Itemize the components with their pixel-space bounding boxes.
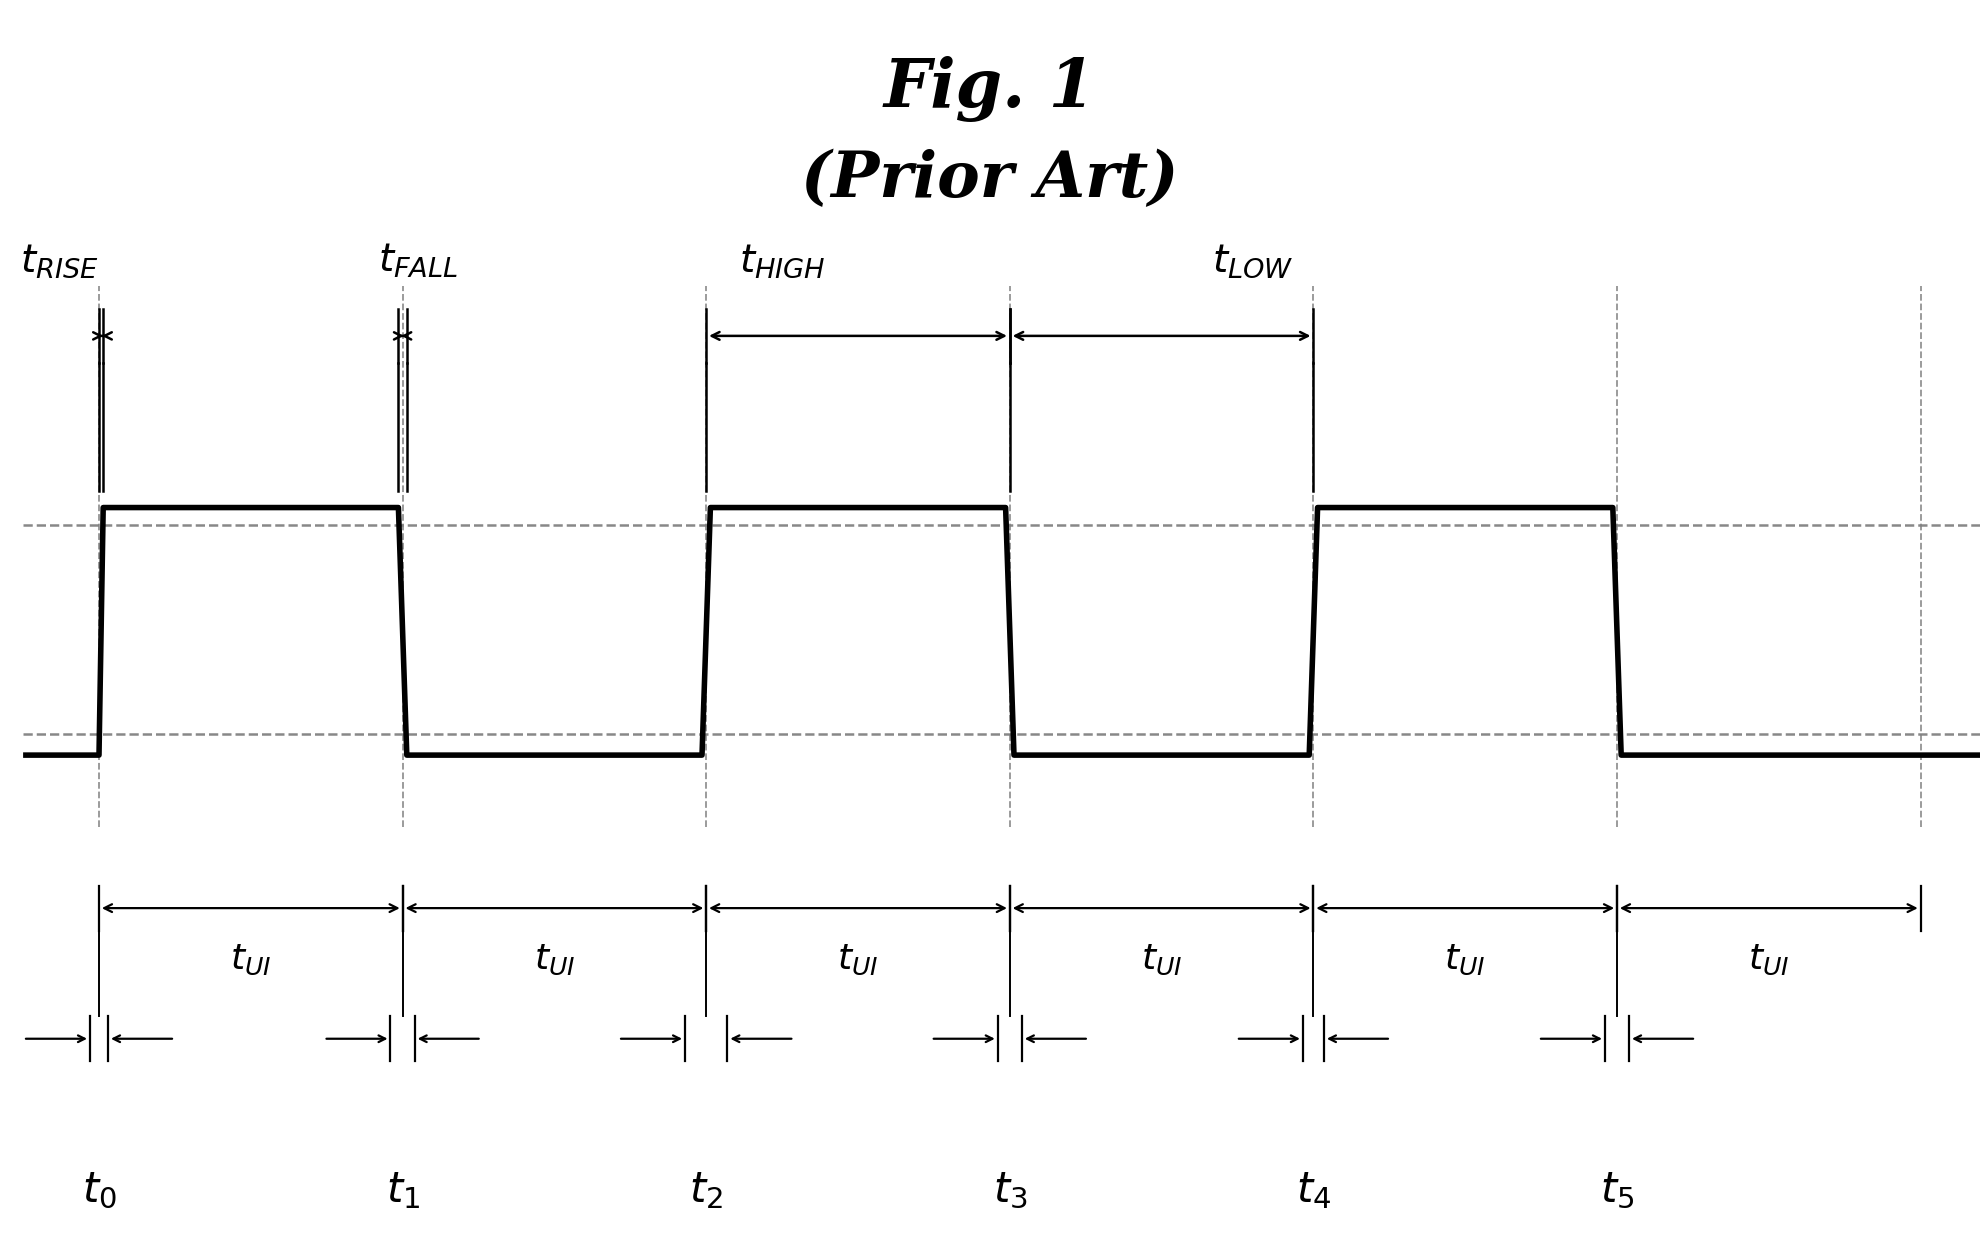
Text: $t_{LOW}$: $t_{LOW}$ bbox=[1212, 243, 1293, 280]
Text: $t_{UI}$: $t_{UI}$ bbox=[535, 943, 574, 978]
Text: $t_{HIGH}$: $t_{HIGH}$ bbox=[739, 243, 826, 280]
Text: (Prior Art): (Prior Art) bbox=[802, 149, 1178, 210]
Text: $t_4$: $t_4$ bbox=[1295, 1169, 1331, 1212]
Text: $t_{UI}$: $t_{UI}$ bbox=[1748, 943, 1790, 978]
Text: $t_1$: $t_1$ bbox=[386, 1169, 420, 1212]
Text: $t_{UI}$: $t_{UI}$ bbox=[1445, 943, 1485, 978]
Text: $t_{UI}$: $t_{UI}$ bbox=[230, 943, 271, 978]
Text: $t_5$: $t_5$ bbox=[1600, 1169, 1634, 1212]
Text: $t_{UI}$: $t_{UI}$ bbox=[1140, 943, 1182, 978]
Text: $t_3$: $t_3$ bbox=[992, 1169, 1028, 1212]
Text: $t_2$: $t_2$ bbox=[689, 1169, 723, 1212]
Text: $t_{FALL}$: $t_{FALL}$ bbox=[378, 241, 457, 280]
Text: $t_{RISE}$: $t_{RISE}$ bbox=[20, 243, 99, 280]
Text: $t_0$: $t_0$ bbox=[81, 1169, 117, 1212]
Text: Fig. 1: Fig. 1 bbox=[883, 56, 1097, 122]
Text: $t_{UI}$: $t_{UI}$ bbox=[838, 943, 879, 978]
